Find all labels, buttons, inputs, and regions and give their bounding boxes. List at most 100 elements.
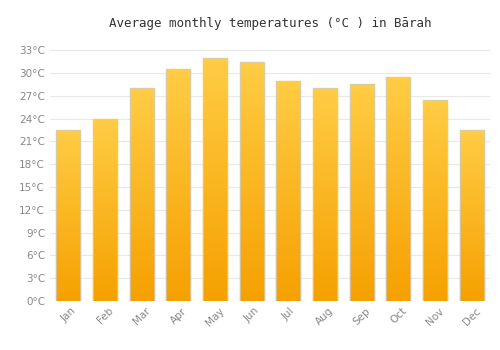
Bar: [240, 145, 264, 148]
Bar: [276, 89, 300, 92]
Bar: [460, 176, 483, 178]
Bar: [460, 264, 483, 265]
Bar: [386, 258, 410, 261]
Bar: [93, 299, 117, 301]
Bar: [460, 236, 483, 238]
Bar: [56, 282, 80, 284]
Bar: [313, 118, 337, 120]
Bar: [386, 178, 410, 180]
Bar: [460, 275, 483, 277]
Bar: [386, 182, 410, 184]
Bar: [313, 133, 337, 135]
Bar: [460, 289, 483, 291]
Bar: [386, 146, 410, 148]
Bar: [350, 149, 374, 152]
Bar: [423, 223, 447, 224]
Bar: [423, 234, 447, 237]
Bar: [166, 250, 190, 252]
Bar: [423, 287, 447, 289]
Bar: [276, 85, 300, 87]
Bar: [93, 204, 117, 206]
Bar: [203, 172, 227, 175]
Bar: [130, 152, 154, 154]
Bar: [166, 83, 190, 85]
Bar: [276, 204, 300, 206]
Bar: [93, 294, 117, 295]
Bar: [130, 186, 154, 188]
Bar: [386, 169, 410, 171]
Bar: [276, 175, 300, 177]
Bar: [166, 238, 190, 241]
Bar: [423, 112, 447, 114]
Bar: [93, 197, 117, 199]
Bar: [240, 282, 264, 284]
Bar: [313, 235, 337, 237]
Bar: [276, 261, 300, 264]
Bar: [93, 131, 117, 133]
Bar: [166, 234, 190, 236]
Bar: [386, 90, 410, 92]
Bar: [350, 262, 374, 264]
Bar: [203, 296, 227, 299]
Bar: [56, 140, 80, 142]
Bar: [423, 297, 447, 299]
Bar: [93, 214, 117, 215]
Bar: [276, 233, 300, 235]
Bar: [460, 145, 483, 147]
Bar: [276, 116, 300, 118]
Bar: [240, 224, 264, 227]
Title: Average monthly temperatures (°C ) in Bārah: Average monthly temperatures (°C ) in Bā…: [109, 17, 431, 30]
Bar: [203, 89, 227, 92]
Bar: [386, 214, 410, 216]
Bar: [166, 130, 190, 132]
Bar: [240, 294, 264, 296]
Bar: [93, 274, 117, 275]
Bar: [313, 293, 337, 295]
Bar: [240, 217, 264, 219]
Bar: [203, 187, 227, 189]
Bar: [203, 85, 227, 87]
Bar: [166, 95, 190, 97]
Bar: [386, 292, 410, 294]
Bar: [93, 142, 117, 144]
Bar: [203, 167, 227, 170]
Bar: [276, 290, 300, 292]
Bar: [240, 279, 264, 282]
Bar: [56, 180, 80, 181]
Bar: [240, 102, 264, 105]
Bar: [130, 207, 154, 210]
Bar: [166, 116, 190, 118]
Bar: [423, 138, 447, 140]
Bar: [350, 169, 374, 171]
Bar: [423, 216, 447, 218]
Bar: [460, 287, 483, 289]
Bar: [423, 108, 447, 110]
Bar: [276, 193, 300, 195]
Bar: [93, 179, 117, 181]
Bar: [56, 272, 80, 274]
Bar: [166, 261, 190, 264]
Bar: [93, 250, 117, 252]
Bar: [460, 191, 483, 193]
Bar: [276, 222, 300, 224]
Bar: [423, 261, 447, 263]
Bar: [56, 210, 80, 212]
Bar: [166, 187, 190, 190]
Bar: [130, 246, 154, 248]
Bar: [350, 247, 374, 249]
Bar: [130, 193, 154, 195]
Bar: [56, 176, 80, 178]
Bar: [350, 277, 374, 279]
Bar: [130, 220, 154, 222]
Bar: [240, 241, 264, 244]
Bar: [313, 216, 337, 218]
Bar: [203, 209, 227, 211]
Bar: [313, 286, 337, 288]
Bar: [460, 130, 483, 132]
Bar: [350, 95, 374, 97]
Bar: [276, 246, 300, 248]
Bar: [203, 102, 227, 104]
Bar: [350, 271, 374, 273]
Bar: [276, 235, 300, 237]
Bar: [423, 289, 447, 291]
